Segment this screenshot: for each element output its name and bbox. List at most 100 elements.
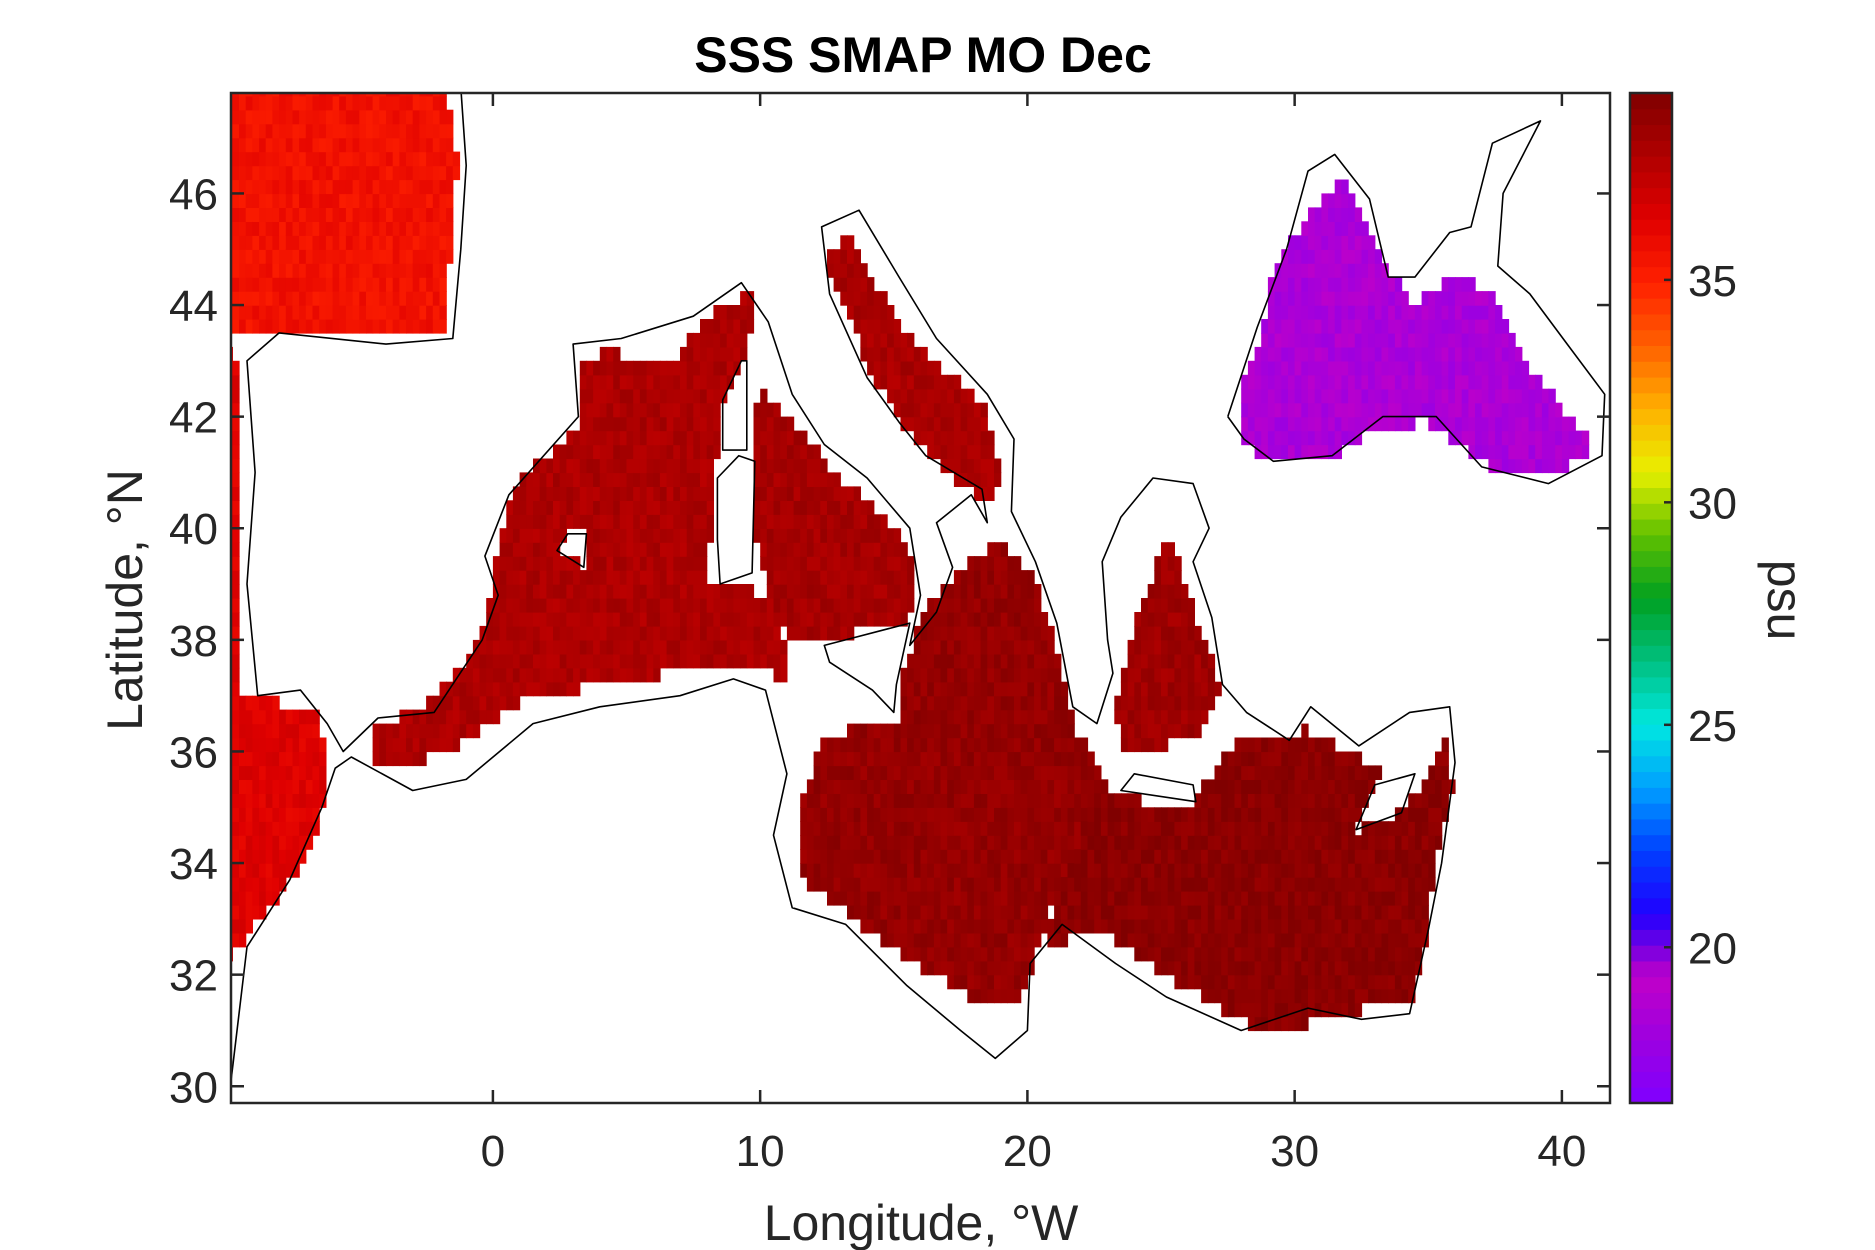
black-sea-coastline [1227, 120, 1606, 485]
region-black-sea [1241, 179, 1590, 474]
colorbar-segment [1630, 834, 1672, 851]
colorbar-segment [1630, 203, 1672, 220]
y-tick-label: 42 [169, 394, 218, 443]
colorbar-segment [1630, 124, 1672, 141]
colorbar-segment [1630, 566, 1672, 583]
region-levantine-basin [1047, 723, 1456, 1032]
colorbar-segment [1630, 503, 1672, 520]
colorbar-segment [1630, 171, 1672, 189]
colorbar-segment [1630, 313, 1672, 331]
island-coastline [716, 454, 756, 585]
y-tick-label: 38 [169, 617, 218, 666]
colorbar-segment [1630, 866, 1672, 883]
colorbar-segment [1630, 329, 1672, 346]
y-tick-label: 40 [169, 505, 218, 554]
region-ionian-sea [800, 542, 1109, 1004]
y-tick-label: 36 [169, 728, 218, 777]
colorbar-segment [1630, 1087, 1672, 1104]
island-coastline [721, 360, 748, 451]
colorbar-label: psu [1757, 560, 1813, 641]
region-atlantic-off-iberia-morocco [231, 346, 327, 962]
coastlines [231, 93, 1606, 1088]
colorbar-segment [1630, 392, 1672, 410]
colorbar-segment [1630, 787, 1672, 804]
colorbar-segment [1630, 156, 1672, 173]
colorbar-segment [1630, 140, 1672, 157]
colorbar-segment [1630, 992, 1672, 1009]
colorbar-segment [1630, 676, 1672, 694]
y-tick-label: 46 [169, 170, 218, 219]
region-aegean-sea [1114, 542, 1222, 753]
colorbar-segment [1630, 692, 1672, 709]
y-axis-ticks: 30 32 34 36 38 40 42 44 46 [169, 170, 1610, 1112]
chart-title: SSS SMAP MO Dec [694, 27, 1152, 83]
colorbar-segment [1630, 613, 1672, 631]
plot-frame [229, 91, 1612, 1105]
island-coastline [556, 533, 588, 569]
region-adriatic-sea [827, 235, 1002, 501]
x-tick-label: 40 [1537, 1127, 1586, 1176]
colorbar-tick-label: 35 [1688, 257, 1737, 306]
x-axis-ticks: 0 10 20 30 40 [481, 93, 1586, 1176]
colorbar-segment [1630, 708, 1672, 725]
colorbar-segment [1630, 755, 1672, 773]
colorbar-tick-label: 25 [1688, 702, 1737, 751]
colorbar-segment [1630, 740, 1672, 757]
colorbar-segment [1630, 471, 1672, 489]
x-tick-label: 0 [481, 1127, 505, 1176]
y-tick-label: 30 [169, 1063, 218, 1112]
colorbar-segment [1630, 377, 1672, 394]
colorbar-segment [1630, 661, 1672, 678]
colorbar-segment [1630, 93, 1672, 110]
colorbar-segment [1630, 960, 1672, 978]
colorbar-segment [1630, 361, 1672, 378]
colorbar-segment [1630, 582, 1672, 599]
salinity-cells [231, 93, 1590, 1032]
x-tick-label: 30 [1270, 1127, 1319, 1176]
colorbar-segment [1630, 108, 1672, 126]
colorbar-segment [1630, 724, 1672, 741]
colorbar: 20 25 30 35 [1628, 91, 1737, 1105]
y-tick-label: 34 [169, 840, 218, 889]
colorbar-segment [1630, 187, 1672, 204]
y-tick-label: 44 [169, 282, 218, 331]
colorbar-segment [1630, 771, 1672, 788]
colorbar-segment [1630, 645, 1672, 662]
colorbar-segment [1630, 929, 1672, 946]
colorbar-segment [1630, 487, 1672, 504]
colorbar-segment [1630, 897, 1672, 915]
colorbar-segment [1630, 519, 1672, 536]
colorbar-segment [1630, 1071, 1672, 1088]
colorbar-segment [1630, 534, 1672, 552]
colorbar-segment [1630, 976, 1672, 994]
colorbar-frame [1628, 91, 1674, 1105]
region-western-mediterranean [372, 291, 788, 767]
colorbar-tick-label: 20 [1688, 924, 1737, 973]
colorbar-segment [1630, 1008, 1672, 1025]
island-coastline [1120, 773, 1197, 803]
x-tick-label: 10 [736, 1127, 785, 1176]
colorbar-segment [1630, 1039, 1672, 1057]
colorbar-segment [1630, 1055, 1672, 1072]
colorbar-segment [1630, 629, 1672, 646]
colorbar-tick-label: 30 [1688, 479, 1737, 528]
colorbar-segment [1630, 235, 1672, 252]
region-atlantic-bay-of-biscay [231, 93, 461, 334]
colorbar-segment [1630, 424, 1672, 441]
colorbar-segment [1630, 440, 1672, 457]
y-tick-label: 32 [169, 952, 218, 1001]
colorbar-segment [1630, 298, 1672, 315]
colorbar-segment [1630, 598, 1672, 615]
colorbar-segment [1630, 882, 1672, 899]
colorbar-segment [1630, 455, 1672, 473]
x-axis-label: Longitude, °W [764, 1195, 1079, 1250]
colorbar-segment [1630, 550, 1672, 567]
colorbar-segment [1630, 250, 1672, 268]
colorbar-segment [1630, 850, 1672, 867]
colorbar-segment [1630, 408, 1672, 425]
x-tick-label: 20 [1003, 1127, 1052, 1176]
colorbar-segment [1630, 266, 1672, 283]
colorbar-segment [1630, 818, 1672, 836]
mediterranean-coastline [231, 93, 1456, 1088]
